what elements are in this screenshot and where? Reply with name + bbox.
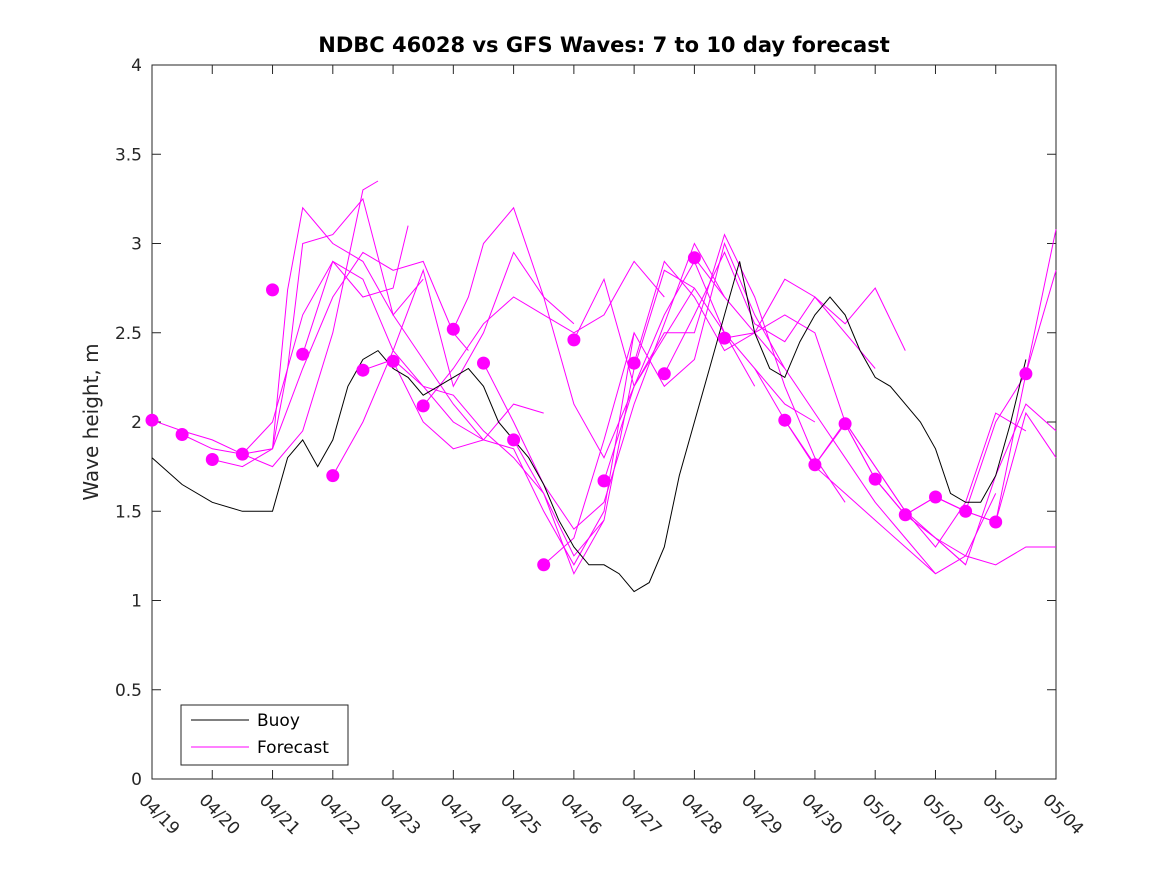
forecast-line: [694, 257, 936, 575]
y-tick-label: 2.5: [115, 324, 142, 344]
y-tick-label: 1.5: [115, 502, 142, 522]
legend-box: [180, 704, 349, 766]
y-axis-label: Wave height, m: [79, 343, 103, 500]
forecast-point: [356, 363, 370, 377]
y-tick-label: 2: [131, 413, 142, 433]
forecast-point: [718, 331, 731, 345]
forecast-point: [989, 515, 1003, 529]
forecast-point: [1019, 367, 1033, 381]
forecast-line: [603, 233, 846, 503]
forecast-line: [392, 332, 635, 566]
forecast-line: [212, 197, 424, 468]
forecast-point: [627, 356, 641, 370]
forecast-line: [483, 242, 725, 530]
forecast-point: [205, 453, 219, 466]
legend: Buoy Forecast: [180, 704, 349, 766]
forecast-point: [898, 508, 912, 522]
forecast-line: [272, 206, 484, 449]
forecast-point: [567, 333, 581, 347]
forecast-point: [175, 428, 189, 441]
y-tick-label: 4: [131, 56, 142, 76]
forecast-point: [416, 399, 430, 413]
forecast-point: [838, 417, 852, 431]
forecast-point: [296, 347, 310, 361]
forecast-point: [778, 413, 792, 427]
forecast-point: [537, 558, 551, 572]
forecast-point: [929, 490, 942, 504]
forecast-point: [326, 469, 340, 483]
legend-label-forecast: Forecast: [257, 738, 329, 758]
forecast-point: [687, 251, 701, 265]
forecast-point: [386, 354, 400, 368]
y-tick-label: 0: [131, 770, 142, 790]
forecast-point: [446, 322, 460, 336]
forecast-point: [868, 472, 882, 486]
y-tick-label: 3: [131, 235, 142, 255]
forecast-point: [235, 447, 249, 461]
legend-label-buoy: Buoy: [257, 711, 300, 731]
forecast-line: [422, 260, 665, 407]
forecast-point: [477, 356, 490, 370]
forecast-point: [507, 433, 521, 447]
forecast-line: [452, 206, 695, 459]
forecast-line: [242, 251, 469, 455]
forecast-point: [145, 413, 159, 427]
forecast-point: [657, 367, 671, 381]
buoy-line: [151, 261, 1027, 593]
forecast-point: [597, 474, 611, 488]
y-tick-label: 0.5: [115, 681, 142, 701]
forecast-point: [266, 283, 279, 297]
forecast-point: [808, 458, 822, 472]
forecast-line: [332, 251, 575, 476]
y-tick-label: 3.5: [115, 145, 142, 165]
forecast-line: [181, 225, 409, 455]
y-tick-label: 1: [131, 592, 142, 612]
forecast-line: [362, 358, 605, 557]
forecast-line: [663, 251, 906, 375]
chart-title: NDBC 46028 vs GFS Waves: 7 to 10 day for…: [318, 33, 889, 57]
forecast-line: [543, 241, 786, 566]
forecast-line: [904, 514, 1056, 566]
forecast-point: [959, 504, 973, 518]
forecast-line: [151, 180, 379, 468]
